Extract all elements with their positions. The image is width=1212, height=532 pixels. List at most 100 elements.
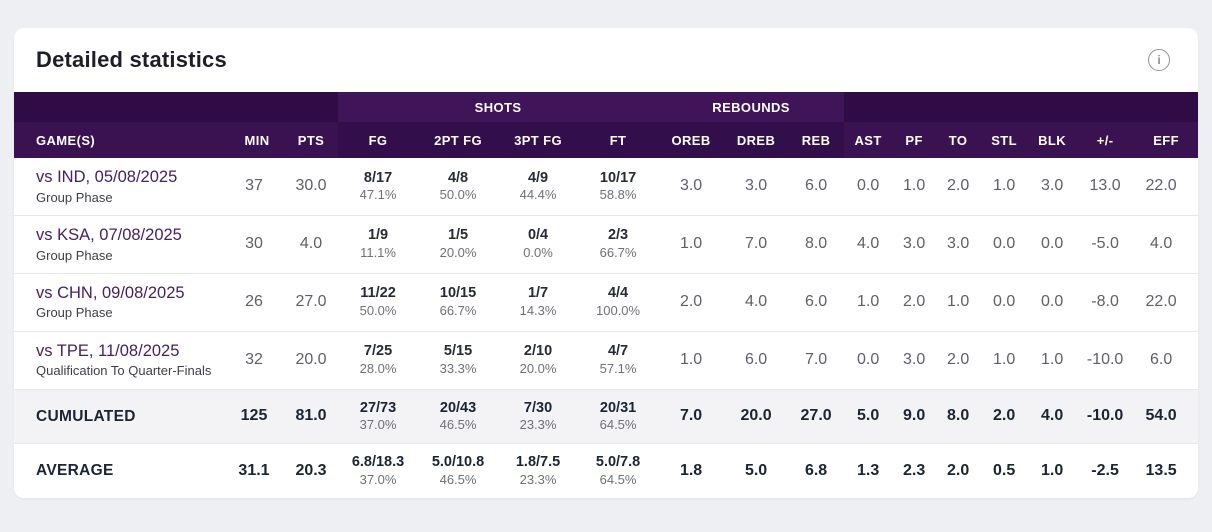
stat-cell-eff: 22.0 [1145,177,1177,195]
shot-made-value: 2/3 [607,227,629,244]
shot-made-value: 5.0/10.8 [431,454,485,471]
shot-percentage: 46.5% [439,417,477,433]
col-header-stl: STL [980,122,1029,158]
col-header-3ptfg: 3PT FG [498,122,579,158]
game-cell: vs KSA, 07/08/2025 Group Phase [14,214,230,274]
shot-percentage: 20.0% [439,245,477,261]
game-link[interactable]: vs KSA, 07/08/2025 [36,225,182,244]
shot-cell-fg2: 4/8 50.0% [418,158,498,215]
shot-cell-fg: 27/73 37.0% [338,388,419,444]
stat-cell-pts: 27.0 [284,272,339,332]
col-header-min: MIN [230,122,284,158]
stat-cell-oreb: 3.0 [679,177,703,195]
shot-percentage: 100.0% [596,303,641,319]
shot-cell-fg2: 20/43 46.5% [418,388,499,444]
stat-cell-dreb: 5.0 [724,443,789,498]
game-phase-label: Group Phase [36,247,113,263]
shot-made-value: 6.8/18.3 [351,454,405,471]
shot-made-value: 7/30 [523,399,553,416]
stat-cell-reb: 6.0 [804,177,828,195]
stat-cell-pf: 1.0 [902,177,926,195]
stat-cell-min: 30 [230,214,284,274]
stat-cell-blk: 4.0 [1028,388,1077,444]
col-header-pf: PF [892,122,937,158]
shot-cell-fg3: 0/4 0.0% [498,214,579,274]
shot-percentage: 14.3% [519,303,557,319]
shot-made-value: 7/25 [363,343,393,360]
shot-cell-ft: 5.0/7.8 64.5% [578,443,659,498]
table-body: vs IND, 05/08/2025 Group Phase 37 30.0 8/17 4… [14,158,1198,498]
statistics-table: SHOTS REBOUNDS GAME(S) MIN PTS FG 2PT FG… [14,92,1198,498]
stat-cell-ast: 0.0 [844,330,893,389]
stat-cell-min: 26 [230,272,284,332]
game-link[interactable]: vs IND, 05/08/2025 [36,168,178,186]
shot-percentage: 57.1% [599,361,637,377]
col-header-eff: EFF [1134,122,1198,158]
shot-cell-ft: 20/31 64.5% [578,388,659,444]
shot-percentage: 20.0% [519,361,557,377]
shot-made-value: 27/73 [359,399,397,416]
shot-made-value: 8/17 [363,169,393,186]
stat-cell-eff: 22.0 [1134,272,1198,332]
shot-cell-fg2: 5/15 33.3% [418,330,499,389]
group-rebounds: REBOUNDS [658,92,845,122]
game-link[interactable]: vs TPE, 11/08/2025 [36,341,180,360]
shot-made-value: 4/4 [607,285,629,302]
group-shots: SHOTS [338,92,659,122]
shot-percentage: 50.0% [359,303,397,319]
shot-made-value: 20/43 [439,399,477,416]
stat-cell-reb: 7.0 [788,330,845,389]
game-cell: vs IND, 05/08/2025 Group Phase [14,158,230,215]
shot-made-value: 1/5 [447,227,469,244]
stat-cell-oreb: 1.0 [658,214,725,274]
info-icon[interactable]: i [1148,49,1170,71]
shot-made-value: 4/7 [607,343,629,360]
table-header: SHOTS REBOUNDS GAME(S) MIN PTS FG 2PT FG… [14,92,1198,158]
shot-cell-fg3: 4/9 44.4% [498,158,578,215]
shot-percentage: 50.0% [439,187,477,203]
shot-made-value: 11/22 [360,285,396,302]
shot-percentage: 58.8% [599,187,637,203]
stat-cell-min: 37 [245,177,263,195]
stat-cell-stl: 0.0 [980,214,1029,274]
stat-cell-pts: 30.0 [295,177,327,195]
shot-percentage: 33.3% [439,361,477,377]
game-link[interactable]: vs CHN, 09/08/2025 [36,283,185,302]
stat-cell-reb: 8.0 [788,214,845,274]
stat-cell-pts: 81.0 [284,388,339,444]
shot-cell-ft: 2/3 66.7% [578,214,659,274]
stat-cell-plusminus: 13.0 [1089,177,1121,195]
stat-cell-dreb: 6.0 [724,330,789,389]
stat-cell-to: 2.0 [946,177,970,195]
stat-cell-dreb: 4.0 [724,272,789,332]
shot-cell-ft: 4/4 100.0% [578,272,659,332]
shot-made-value: 4/9 [527,169,549,186]
summary-row: AVERAGE 31.1 20.3 6.8/18.3 37.0% 5.0/10.8 46.5… [14,443,1198,498]
column-header-row: GAME(S) MIN PTS FG 2PT FG 3PT FG FT OREB… [14,122,1198,158]
group-spacer [844,92,1198,122]
shot-percentage: 23.3% [519,417,557,433]
summary-row: CUMULATED 125 81.0 27/73 37.0% 20/43 46.5% 7/30… [14,388,1198,444]
card-header: Detailed statistics i [14,28,1198,92]
shot-made-value: 10/17 [599,169,637,186]
shot-percentage: 44.4% [519,187,557,203]
summary-label: AVERAGE [36,462,114,480]
game-cell: vs TPE, 11/08/2025 Qualification To Quart… [14,330,230,389]
stat-cell-to: 2.0 [936,330,981,389]
stat-cell-eff: 13.5 [1134,443,1198,498]
shot-percentage: 66.7% [599,245,637,261]
stat-cell-pf: 2.3 [892,443,937,498]
shot-made-value: 20/31 [599,399,637,416]
game-cell: CUMULATED [14,388,230,444]
stat-cell-reb: 6.0 [788,272,845,332]
shot-cell-fg3: 7/30 23.3% [498,388,579,444]
game-row: vs KSA, 07/08/2025 Group Phase 30 4.0 1/9 11.… [14,214,1198,274]
col-header-pts: PTS [284,122,339,158]
shot-percentage: 23.3% [519,472,557,488]
info-icon-glyph: i [1157,53,1161,67]
stat-cell-stl: 0.5 [980,443,1029,498]
shot-percentage: 47.1% [359,187,397,203]
stat-cell-pf: 9.0 [892,388,937,444]
stat-cell-oreb: 7.0 [658,388,725,444]
game-row: vs CHN, 09/08/2025 Group Phase 26 27.0 11/22… [14,272,1198,332]
